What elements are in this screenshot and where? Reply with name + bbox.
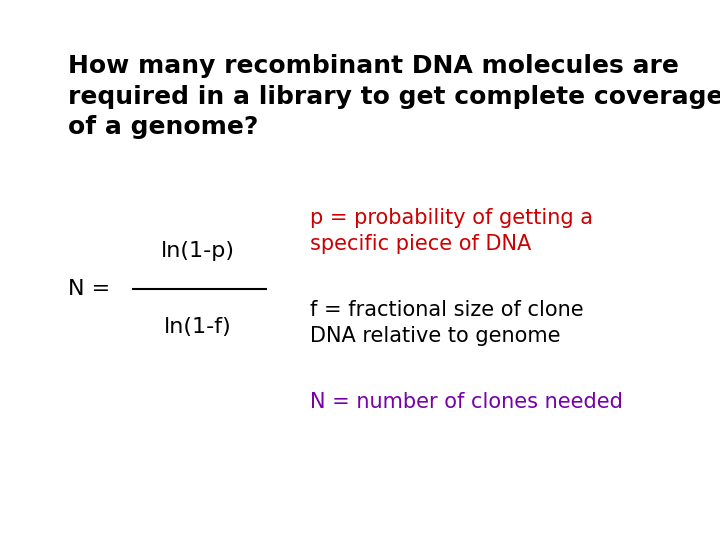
Text: N = number of clones needed: N = number of clones needed	[310, 392, 623, 411]
Text: f = fractional size of clone
DNA relative to genome: f = fractional size of clone DNA relativ…	[310, 300, 583, 346]
Text: N =: N =	[68, 279, 118, 299]
Text: How many recombinant DNA molecules are
required in a library to get complete cov: How many recombinant DNA molecules are r…	[68, 54, 720, 139]
Text: ln(1-p): ln(1-p)	[161, 241, 235, 261]
Text: ln(1-f): ln(1-f)	[164, 316, 232, 337]
Text: p = probability of getting a
specific piece of DNA: p = probability of getting a specific pi…	[310, 208, 593, 254]
